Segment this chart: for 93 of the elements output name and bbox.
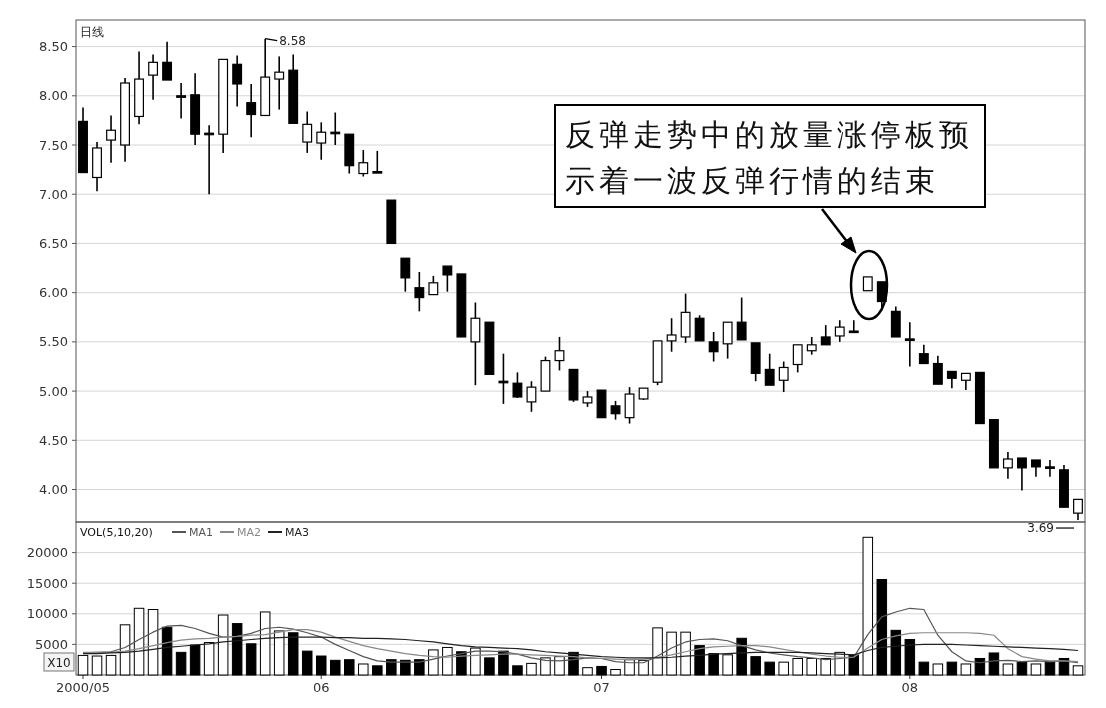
bar [1030, 663, 1042, 676]
bar [147, 609, 159, 676]
bar [820, 657, 832, 676]
bar [1016, 661, 1028, 676]
bar [386, 659, 397, 676]
bar [750, 656, 761, 676]
y-tick-label: 7.50 [39, 137, 68, 153]
bar [231, 623, 243, 676]
bar [161, 626, 173, 676]
bar [736, 637, 747, 676]
y-tick-label: 6.50 [39, 235, 68, 251]
bar [526, 662, 537, 676]
bar [189, 644, 201, 676]
bar [217, 614, 229, 676]
legend-label: MA2 [237, 526, 262, 539]
bar [1002, 663, 1014, 676]
y-tick-label: 5.00 [39, 383, 68, 399]
annotation: 8.58 [279, 33, 306, 48]
bar [540, 657, 551, 676]
y-tick-label: 8.00 [39, 88, 68, 104]
bar [245, 643, 257, 676]
bar [442, 646, 453, 676]
annotation: 3.69 [1027, 521, 1054, 536]
x-tick-label: 2000/05 [56, 680, 111, 695]
annotation: 反弹走势中的放量涨停板预示着一波反弹行情的结束 [565, 117, 973, 198]
bar [329, 659, 341, 676]
x-tick-label: 08 [901, 680, 919, 695]
bar [680, 631, 691, 676]
bar [315, 655, 327, 676]
bar [848, 654, 860, 676]
bar [273, 630, 285, 676]
bar [287, 632, 299, 676]
x-tick-label: 07 [593, 680, 610, 695]
bar [203, 642, 215, 676]
bar [498, 650, 509, 676]
bar [301, 650, 313, 676]
bar [988, 652, 1000, 676]
bar [358, 663, 369, 676]
bar [904, 639, 916, 676]
bar [652, 627, 663, 676]
bar [764, 661, 775, 676]
bar [428, 649, 439, 676]
y-tick-label: 20000 [26, 545, 68, 561]
bar [792, 657, 803, 676]
bar [722, 654, 733, 676]
y-tick-label: 4.00 [39, 482, 68, 498]
bar [1044, 661, 1056, 676]
bar [596, 665, 607, 676]
bar [638, 659, 649, 676]
y-tick-label: 15000 [26, 575, 68, 591]
text: 日线 [80, 25, 104, 39]
y-tick-label: 5000 [34, 636, 68, 652]
bar [133, 607, 145, 676]
bar [974, 657, 986, 676]
y-tick-label: 8.50 [39, 39, 68, 55]
bar [694, 645, 705, 676]
bar [372, 665, 383, 676]
y-tick-label: 5.50 [39, 334, 68, 350]
y-tick-label: 7.00 [39, 186, 68, 202]
bar [400, 659, 411, 676]
bar [708, 653, 719, 676]
bar [806, 657, 817, 676]
bar [414, 659, 425, 676]
legend-label: MA1 [189, 526, 214, 539]
bar [666, 631, 677, 676]
bar [946, 661, 958, 676]
bar [932, 663, 944, 676]
bar [344, 659, 355, 676]
y-tick-label: 4.50 [39, 432, 68, 448]
bar [91, 655, 103, 676]
bar [862, 536, 874, 676]
legend-title: VOL(5,10,20) [80, 526, 153, 539]
legend-label: MA3 [285, 526, 310, 539]
bar [175, 651, 187, 676]
bar [624, 659, 635, 676]
bar [778, 661, 789, 676]
bar [918, 661, 930, 676]
line-series [82, 636, 1079, 659]
bar [582, 667, 593, 676]
y-tick-label: 10000 [26, 606, 68, 622]
y-tick-label: 6.00 [39, 285, 68, 301]
bar [470, 647, 481, 676]
bar [960, 663, 972, 676]
x-tick-label: 06 [312, 680, 330, 695]
bar [105, 654, 117, 676]
bar [1072, 665, 1084, 676]
bar [876, 579, 888, 676]
bar [484, 657, 495, 676]
bar [512, 665, 523, 676]
bar [259, 611, 271, 676]
bar [890, 629, 902, 676]
bar [610, 668, 621, 676]
line-series [82, 629, 1079, 663]
